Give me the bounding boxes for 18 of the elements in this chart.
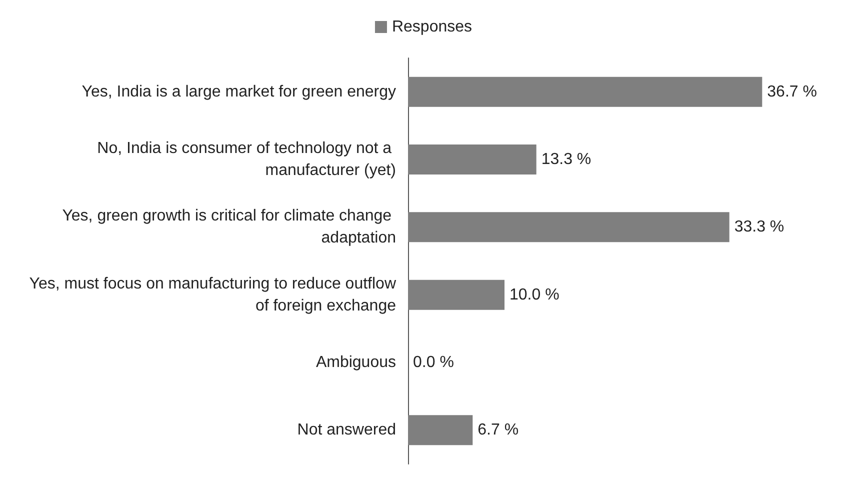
bar [408, 212, 730, 242]
y-tick-label: Ambiguous [316, 354, 396, 371]
y-tick-label: Yes, must focus on manufacturing to reduce outflow of foreign exchange [29, 275, 396, 314]
bar [408, 280, 504, 310]
data-label: 36.7 % [767, 83, 817, 100]
y-tick-label: Not answered [297, 422, 396, 439]
bar [408, 144, 536, 174]
legend-label: Responses [392, 18, 472, 36]
data-label: 33.3 % [734, 218, 784, 236]
data-label: 6.7 % [478, 422, 519, 439]
bar [408, 76, 762, 107]
data-label: 0.0 % [413, 354, 454, 371]
bar [408, 415, 473, 446]
data-label: 13.3 % [541, 151, 592, 168]
y-tick-label: No, India is consumer of technology not a manufacturer (yet) [97, 140, 396, 179]
y-tick-label: Yes, India is a large market for green energy [82, 83, 396, 100]
data-label: 10.0 % [510, 286, 560, 304]
y-tick-label: Yes, green growth is critical for climate change adaptation [62, 208, 396, 247]
